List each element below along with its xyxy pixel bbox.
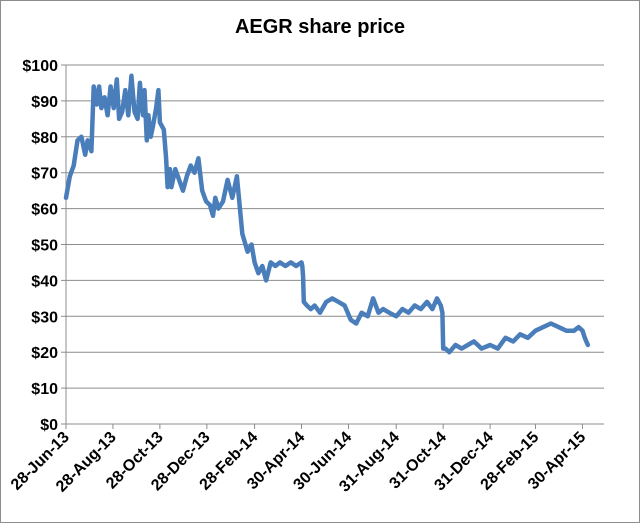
y-axis-tick-labels: $0 $10 $20 $30 $40 $50 $60 $70 $80 $90 $100 — [22, 58, 58, 434]
series-line — [63, 73, 591, 355]
y-tick-label: $60 — [31, 202, 58, 219]
y-tick-label: $30 — [31, 309, 58, 326]
chart-title: AEGR share price — [234, 16, 406, 38]
axes — [61, 64, 604, 429]
y-tick-label: $90 — [31, 94, 58, 111]
y-tick-label: $40 — [31, 273, 58, 290]
y-tick-label: $80 — [31, 130, 58, 147]
x-axis-tick-labels: 28-Jun-1328-Aug-1328-Oct-1328-Dec-1328-F… — [8, 429, 589, 496]
gridlines — [66, 64, 604, 389]
y-tick-label: $70 — [31, 166, 58, 183]
series-layer — [63, 73, 591, 355]
y-tick-label: $50 — [31, 238, 58, 255]
y-tick-label: $0 — [40, 417, 58, 434]
y-tick-label: $20 — [31, 345, 58, 362]
y-tick-label: $100 — [22, 58, 58, 75]
y-tick-label: $10 — [31, 381, 58, 398]
